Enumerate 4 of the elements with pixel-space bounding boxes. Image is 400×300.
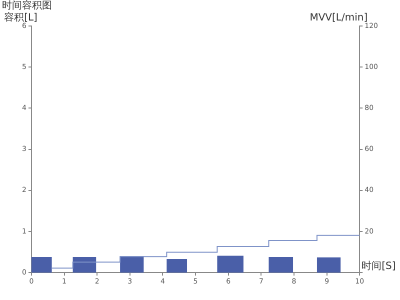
x-axis-title: 时间[S] [362,260,396,272]
y-axis-title: 容积[L] [4,12,38,24]
chart-title: 时间容积图 [2,0,52,12]
y2-axis-title: MVV[L/min] [310,12,368,24]
